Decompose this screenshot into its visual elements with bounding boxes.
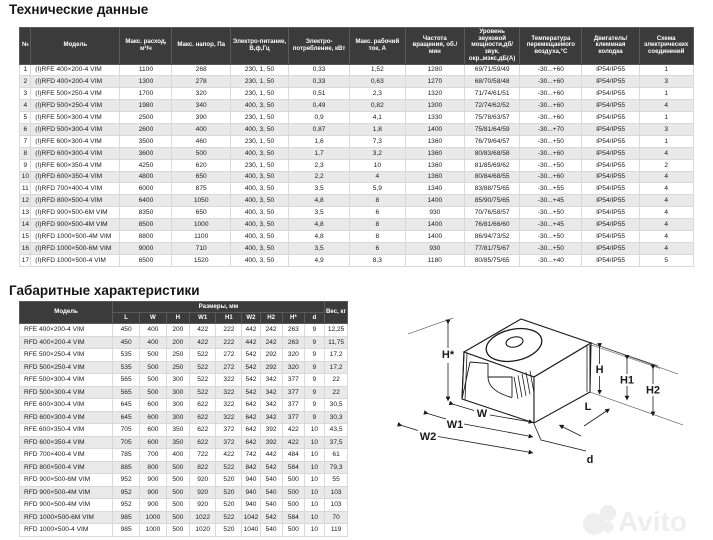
svg-text:H1: H1 [620,375,634,387]
svg-text:Avito: Avito [618,506,687,537]
svg-text:L: L [585,401,592,413]
svg-text:W2: W2 [420,431,437,443]
svg-text:H*: H* [442,349,455,361]
svg-text:W1: W1 [447,419,464,431]
svg-text:H: H [596,364,604,376]
svg-text:H2: H2 [646,385,660,397]
svg-text:d: d [587,454,594,466]
svg-text:W: W [477,408,488,420]
